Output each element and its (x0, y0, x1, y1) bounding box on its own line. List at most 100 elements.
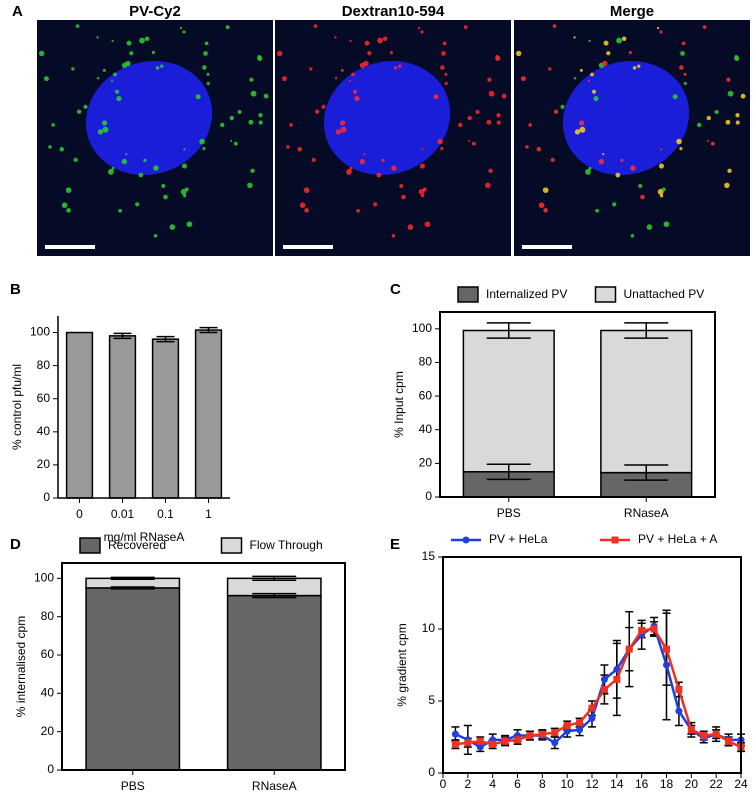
scale-bar (45, 245, 95, 249)
x-tick-label: RNaseA (252, 779, 297, 793)
particle (169, 224, 176, 230)
y-tick-label: 100 (30, 325, 50, 339)
x-tick-label: 22 (709, 777, 723, 791)
particle (282, 76, 287, 82)
particle (542, 187, 549, 193)
x-axis-label: mg/ml RNaseA (104, 530, 185, 544)
y-axis-label: % gradient cpm (395, 623, 409, 706)
particle (646, 224, 653, 230)
legend-marker (611, 536, 619, 544)
particle (250, 90, 257, 97)
legend-label: PV + HeLa (489, 532, 548, 546)
x-tick-label: 0 (76, 507, 83, 521)
particle (311, 157, 316, 163)
bar (194, 329, 223, 499)
particle (588, 166, 592, 170)
point (576, 719, 584, 727)
point (563, 721, 571, 729)
point (576, 726, 584, 734)
particle (602, 153, 605, 156)
particle (538, 202, 545, 209)
y-tick-label: 0 (47, 762, 54, 776)
particle (437, 138, 443, 145)
particle (304, 208, 309, 213)
particle (536, 146, 541, 152)
particle (364, 40, 370, 46)
bar (226, 594, 322, 771)
particle (659, 194, 664, 198)
particle (313, 24, 318, 28)
x-tick-label: 0.1 (157, 507, 174, 521)
particle (97, 129, 104, 135)
nucleus (85, 61, 213, 175)
legend-swatch (457, 286, 479, 303)
particle (441, 51, 446, 56)
particle (61, 202, 68, 209)
particle (630, 233, 635, 238)
point (613, 675, 621, 683)
particle (578, 120, 585, 126)
particle (101, 120, 108, 126)
plot-frame (442, 556, 742, 774)
point (663, 661, 670, 669)
nucleus (562, 61, 690, 175)
particle (615, 172, 621, 178)
particle (574, 129, 581, 135)
particle (680, 51, 685, 56)
x-tick-label: 2 (464, 777, 471, 791)
particle (381, 158, 385, 162)
point (464, 739, 472, 747)
particle (407, 224, 414, 230)
particle (740, 93, 746, 99)
particle (463, 25, 468, 30)
particle (111, 166, 115, 170)
particle (153, 233, 158, 238)
particle (444, 81, 448, 86)
particle (349, 39, 352, 42)
particle (391, 165, 397, 171)
x-tick-label: 12 (585, 777, 599, 791)
particle (440, 147, 444, 151)
error-bar (110, 576, 155, 581)
particle (340, 68, 344, 72)
panel-label: E (390, 536, 400, 553)
y-tick-label: 20 (37, 457, 51, 471)
point (663, 645, 670, 653)
particle (309, 67, 313, 71)
bar (108, 335, 137, 499)
image-title: Dextran10-594 (342, 3, 445, 20)
particle (138, 172, 144, 178)
particle (248, 119, 254, 125)
particle (263, 93, 269, 99)
y-tick-label: 100 (34, 571, 54, 585)
y-axis-label: % Input cpm (392, 371, 406, 438)
particle (160, 64, 164, 68)
legend-swatch (79, 537, 101, 554)
particle (286, 145, 290, 149)
particle (458, 122, 463, 128)
particle (660, 148, 663, 151)
particle (250, 168, 255, 173)
particle (237, 109, 242, 115)
particle (195, 94, 201, 100)
legend-label: PV + HeLa + A (638, 532, 717, 546)
point (563, 727, 571, 735)
scale-bar (283, 245, 333, 249)
plot-frame (61, 562, 346, 771)
x-tick-label: 1 (205, 507, 212, 521)
x-tick-label: 0.01 (111, 507, 135, 521)
particle (658, 163, 664, 169)
particle (683, 72, 687, 76)
point (625, 645, 633, 653)
particle (501, 93, 507, 99)
x-tick-label: 4 (489, 777, 496, 791)
error-bar (624, 464, 669, 481)
particle (573, 76, 577, 80)
panel-label: C (390, 281, 401, 298)
particle (346, 169, 352, 175)
particle (202, 147, 206, 151)
y-tick-label: 40 (41, 686, 55, 700)
particle (401, 194, 406, 200)
point (476, 743, 484, 751)
y-tick-label: 0 (43, 490, 50, 504)
